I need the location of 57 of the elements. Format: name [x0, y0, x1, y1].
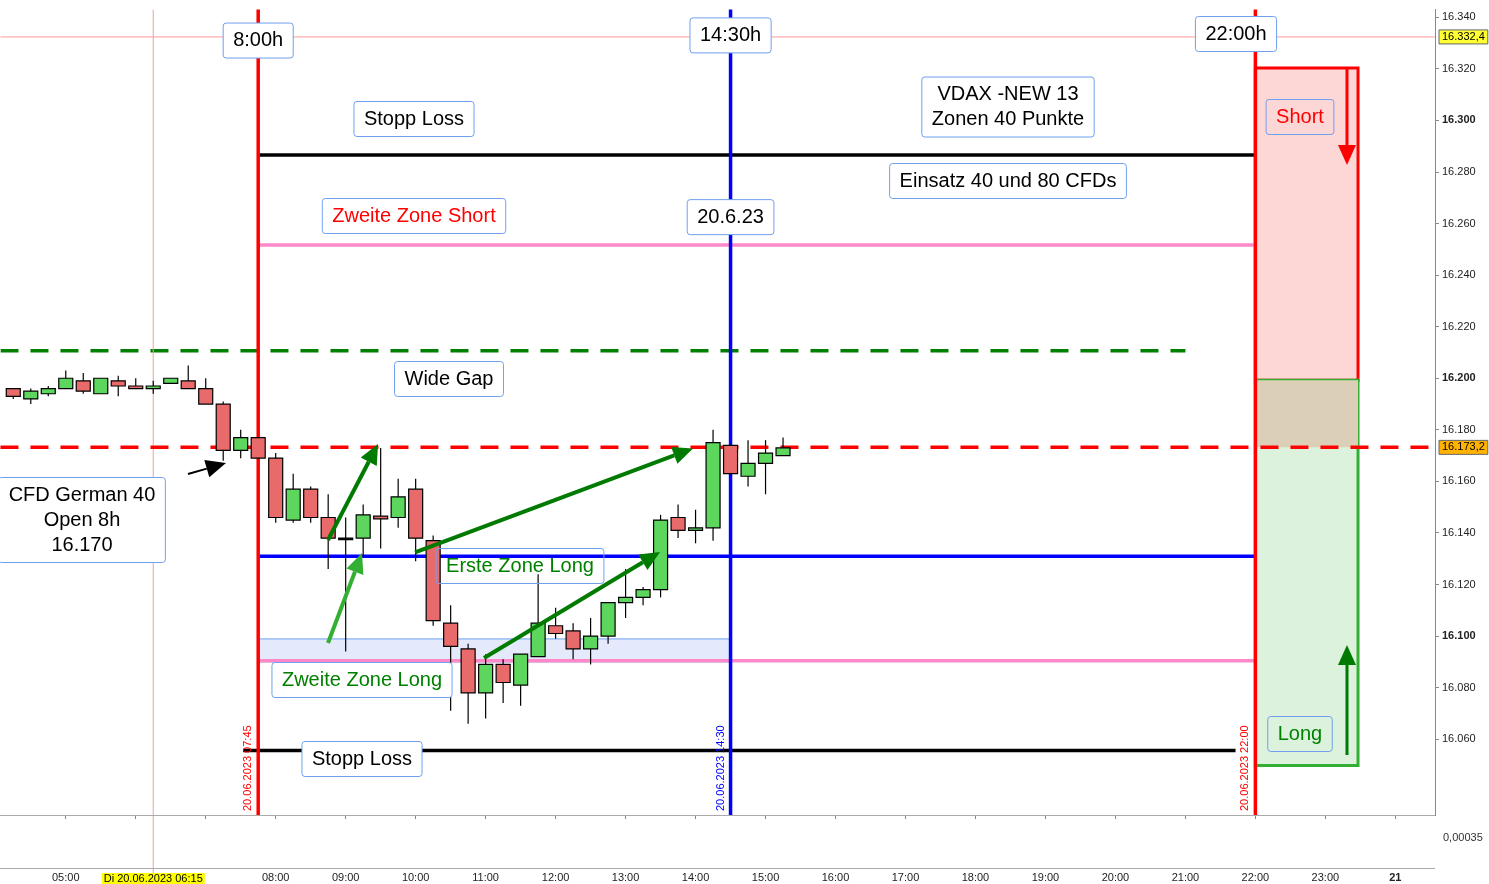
- annotation: Wide Gap: [404, 366, 494, 389]
- y-tick-label: 16.320: [1442, 61, 1476, 74]
- x-tick-label: 14:00: [681, 870, 710, 883]
- y-tick-label: 16.260: [1442, 216, 1476, 229]
- x-tick-label: 21:00: [1171, 870, 1200, 883]
- y-tick-label: 16.280: [1442, 165, 1476, 178]
- annotation: Long: [1277, 721, 1323, 744]
- annotation: VDAX -NEW 13 Zonen 40 Punkte: [931, 82, 1085, 130]
- candlestick: [75, 372, 91, 395]
- y-tick-label: 16.200: [1442, 371, 1476, 384]
- annotation: Stopp Loss: [311, 746, 413, 769]
- x-tick-label: 13:00: [611, 870, 640, 883]
- ref-line-label: Di 20.06.2023 06:15: [103, 872, 203, 884]
- y-tick-label: 16.160: [1442, 474, 1476, 487]
- ref-line-label: 20.06.2023 07:45: [241, 725, 254, 811]
- x-tick-label: 09:00: [331, 870, 360, 883]
- annotation: CFD German 40 Open 8h 16.170: [8, 482, 156, 555]
- y-tick-label: 16.120: [1442, 577, 1476, 590]
- annotation: 8:00h: [233, 28, 284, 51]
- x-tick-label: 22:00: [1241, 870, 1270, 883]
- x-tick-label: 21: [1389, 870, 1402, 883]
- y-tick-label: 16.140: [1442, 525, 1476, 538]
- annotation: 22:00h: [1205, 21, 1267, 44]
- y-tick-label: 16.240: [1442, 268, 1476, 281]
- ref-line-label: 16.173,2: [1442, 440, 1485, 453]
- annotation: Erste Zone Long: [446, 553, 594, 576]
- ref-line-label: 16.332,4: [1442, 29, 1485, 42]
- x-tick-label: 10:00: [401, 870, 430, 883]
- annotation: Zweite Zone Long: [281, 667, 443, 690]
- y-tick-label: 16.100: [1442, 629, 1476, 642]
- x-tick-label: 08:00: [261, 870, 290, 883]
- x-tick-label: 19:00: [1031, 870, 1060, 883]
- annotation: 20.6.23: [697, 204, 764, 227]
- y-tick-label: 16.080: [1442, 680, 1476, 693]
- y-tick-label: 16.060: [1442, 732, 1476, 745]
- y-tick-label: 16.300: [1442, 113, 1476, 126]
- ref-line-label: 20.06.2023 14:30: [713, 725, 726, 811]
- annotation: 14:30h: [699, 22, 762, 45]
- x-tick-label: 23:00: [1311, 870, 1340, 883]
- x-tick-label: 16:00: [821, 870, 850, 883]
- x-tick-label: 17:00: [891, 870, 920, 883]
- x-tick-label: 05:00: [52, 870, 80, 883]
- x-tick-label: 20:00: [1101, 870, 1130, 883]
- annotation: Zweite Zone Short: [332, 203, 497, 226]
- annotation: Short: [1276, 104, 1325, 127]
- candlestick: [250, 436, 266, 459]
- x-tick-label: 15:00: [751, 870, 780, 883]
- y-tick-label: 16.180: [1442, 422, 1476, 435]
- ref-line-label: 20.06.2023 22:00: [1238, 725, 1251, 811]
- annotation: Stopp Loss: [363, 106, 465, 129]
- x-tick-label: 12:00: [541, 870, 570, 883]
- text: 0,00035: [1443, 831, 1483, 844]
- y-tick-label: 16.220: [1442, 319, 1476, 332]
- x-tick-label: 18:00: [961, 870, 990, 883]
- y-tick-label: 16.340: [1442, 10, 1476, 23]
- x-tick-label: 11:00: [472, 870, 499, 883]
- annotation: Einsatz 40 und 80 CFDs: [899, 168, 1117, 191]
